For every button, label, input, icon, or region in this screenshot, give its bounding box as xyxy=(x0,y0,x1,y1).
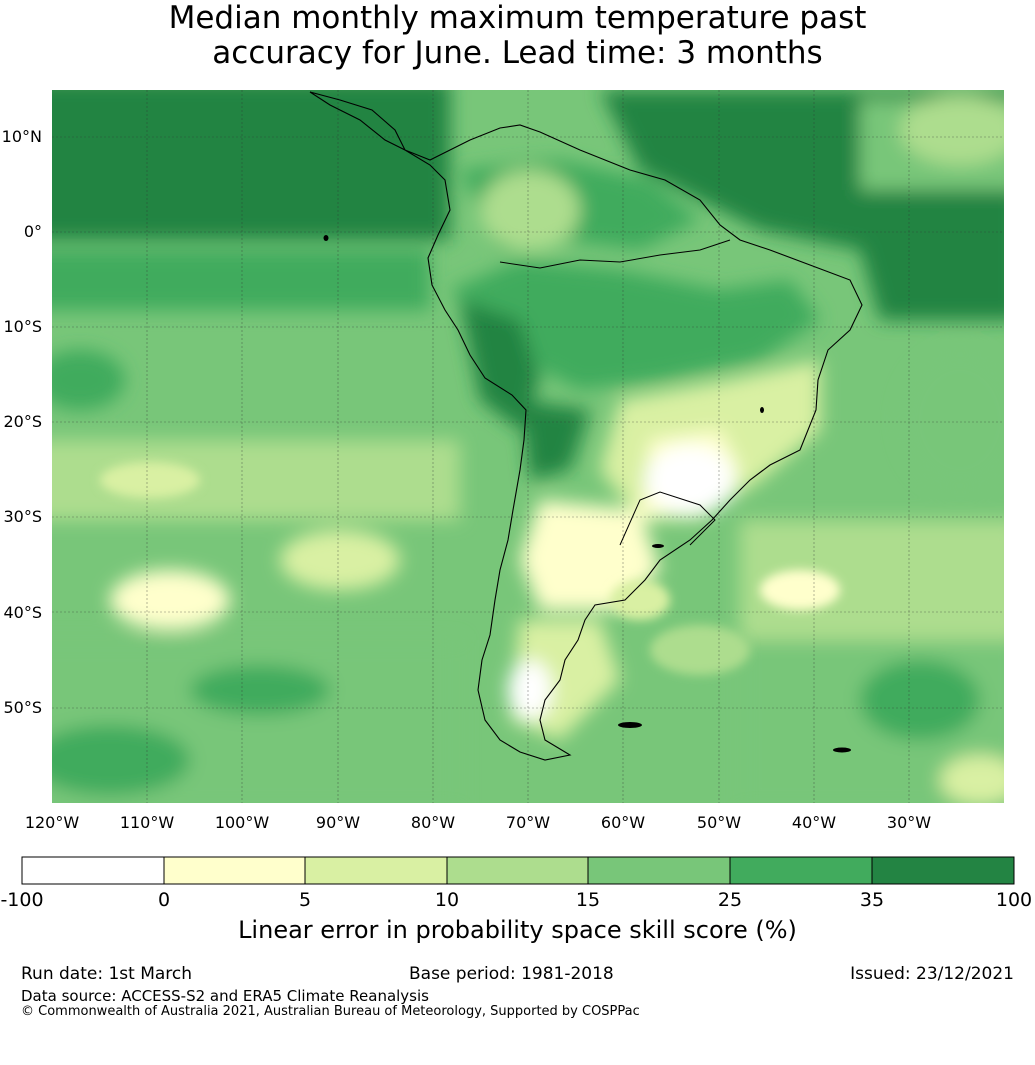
colorbar-tick-label: 10 xyxy=(435,889,459,910)
colorbar-segment xyxy=(22,857,164,884)
rio-de-la-plata xyxy=(619,491,716,546)
islands xyxy=(323,235,851,753)
lat-label-10s: 10°S xyxy=(3,317,42,336)
skill-score-field xyxy=(52,90,1004,803)
lon-label-90w: 90°W xyxy=(316,813,360,832)
lon-label-50w: 50°W xyxy=(697,813,741,832)
lon-label-60w: 60°W xyxy=(601,813,645,832)
colorbar-tick-label: 100 xyxy=(996,889,1032,910)
graticule xyxy=(52,90,1004,803)
colorbar-tick-label: 0 xyxy=(158,889,170,910)
lat-label-50s: 50°S xyxy=(3,698,42,717)
colorbar-tick-label: 35 xyxy=(860,889,884,910)
map-figure: 10°N 0° 10°S 20°S 30°S 40°S 50°S 120°W 1… xyxy=(0,90,1032,910)
colorbar-outline xyxy=(21,856,1015,885)
issued-date: Issued: 23/12/2021 xyxy=(850,964,1014,984)
colorbar-segment xyxy=(872,857,1014,884)
colorbar-tick-label: 25 xyxy=(718,889,742,910)
lon-label-40w: 40°W xyxy=(792,813,836,832)
lat-label-30s: 30°S xyxy=(3,507,42,526)
colorbar-segment xyxy=(447,857,588,884)
colorbar-tick-label: 15 xyxy=(576,889,600,910)
lat-label-40s: 40°S xyxy=(3,603,42,622)
lon-label-70w: 70°W xyxy=(506,813,550,832)
lat-label-0: 0° xyxy=(24,222,42,241)
base-period: Base period: 1981-2018 xyxy=(409,964,614,984)
colorbar-tick-label: 5 xyxy=(299,889,311,910)
colorbar-segment xyxy=(588,857,730,884)
colorbar-tick-label: -100 xyxy=(0,889,43,910)
map-title-line-1: Median monthly maximum temperature past xyxy=(168,0,867,36)
lon-label-30w: 30°W xyxy=(887,813,931,832)
colorbar-segment xyxy=(730,857,872,884)
colorbar-segment xyxy=(305,857,447,884)
colorbar-title: Linear error in probability space skill … xyxy=(238,916,797,944)
lon-label-80w: 80°W xyxy=(411,813,455,832)
data-source: Data source: ACCESS-S2 and ERA5 Climate … xyxy=(21,987,429,1005)
lon-label-120w: 120°W xyxy=(25,813,80,832)
copyright: © Commonwealth of Australia 2021, Austra… xyxy=(21,1004,640,1019)
colorbar: -100 0 5 10 15 25 35 100 xyxy=(0,856,1032,910)
run-date: Run date: 1st March xyxy=(21,964,193,984)
lon-label-110w: 110°W xyxy=(120,813,175,832)
lat-label-10n: 10°N xyxy=(2,127,42,146)
colorbar-segment xyxy=(164,857,305,884)
map-title-line-2: accuracy for June. Lead time: 3 months xyxy=(212,35,823,71)
lon-label-100w: 100°W xyxy=(215,813,270,832)
amazon-river xyxy=(499,239,731,269)
coastline xyxy=(309,91,863,761)
lat-label-20s: 20°S xyxy=(3,412,42,431)
